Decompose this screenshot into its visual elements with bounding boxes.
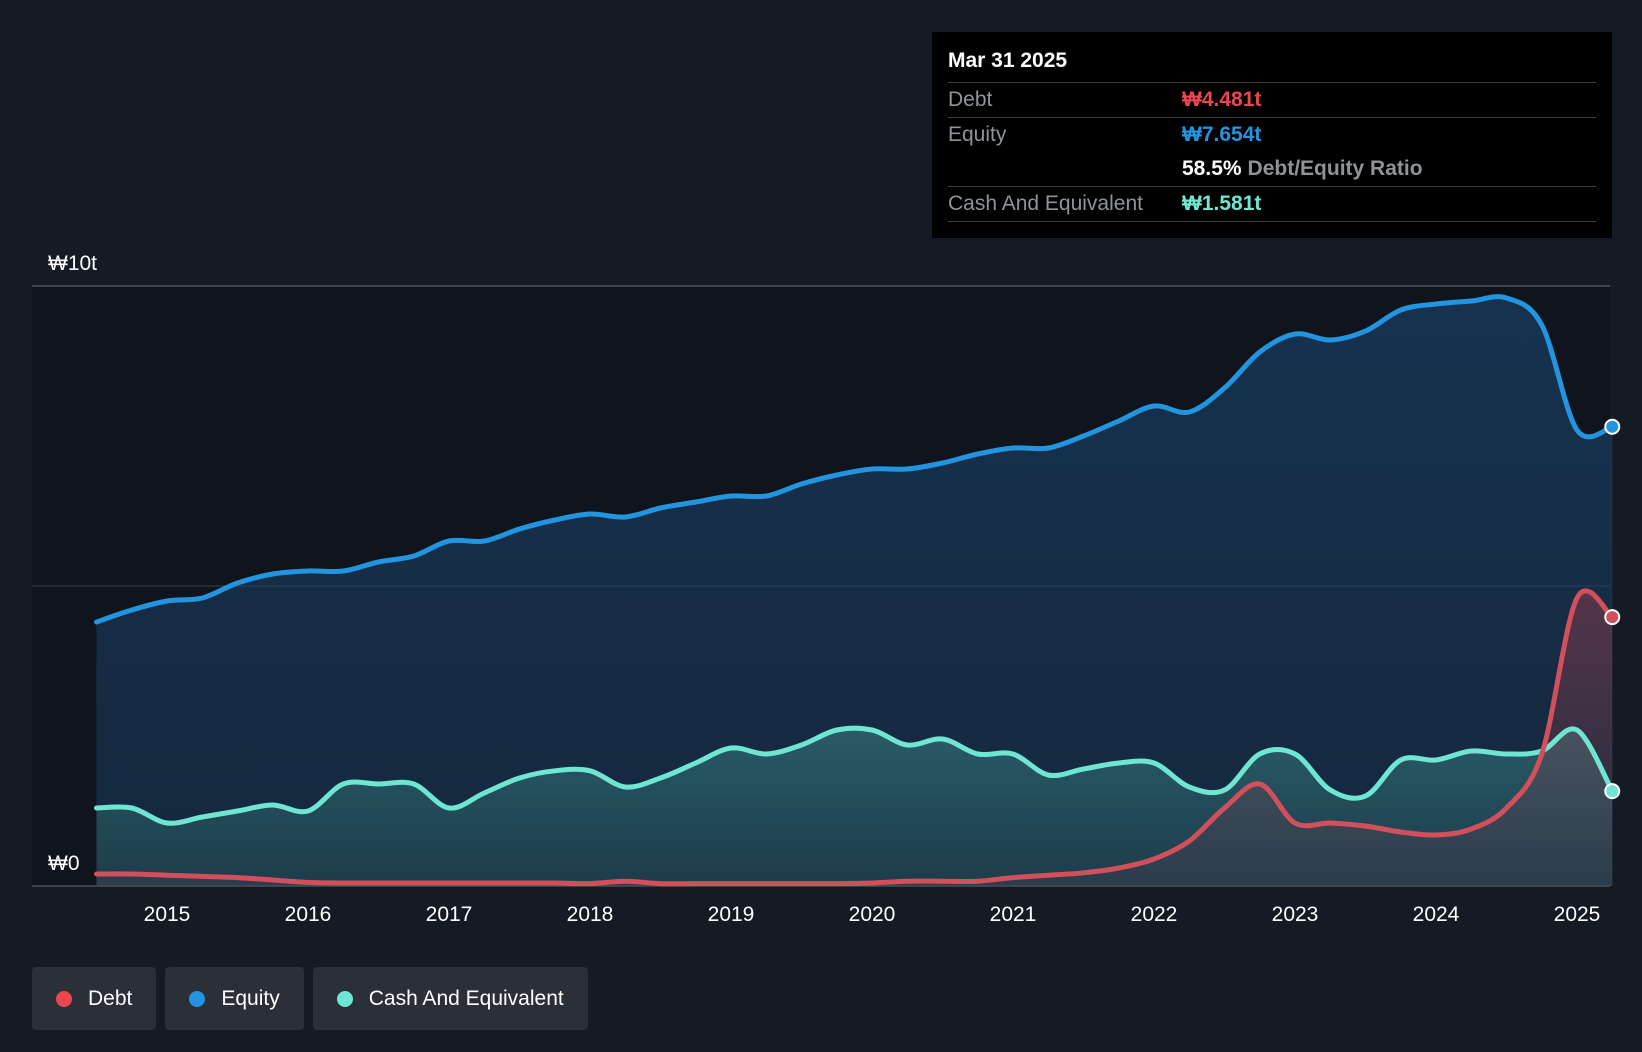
legend-item-equity[interactable]: Equity <box>165 967 304 1030</box>
x-tick-label: 2017 <box>426 903 473 926</box>
area-equity <box>96 296 1613 887</box>
x-tick-label: 2018 <box>567 903 614 926</box>
line-debt <box>94 588 1615 887</box>
line-cash <box>94 725 1615 826</box>
y-tick-label-top: ₩10t <box>48 252 97 275</box>
chart-legend: Debt Equity Cash And Equivalent <box>32 967 588 1030</box>
y-tick-label-bottom: ₩0 <box>48 852 80 875</box>
tooltip-debt-row: Debt ₩4.481t <box>948 83 1596 118</box>
x-tick-label: 2020 <box>849 903 896 926</box>
tooltip-ratio-value: 58.5% <box>1182 157 1242 180</box>
tooltip-ratio-label: Debt/Equity Ratio <box>1247 157 1423 180</box>
tooltip-ratio-row: 58.5% Debt/Equity Ratio <box>948 152 1596 187</box>
tooltip-cash-value: ₩1.581t <box>1182 192 1262 215</box>
x-tick-label: 2019 <box>708 903 755 926</box>
x-tick-label: 2023 <box>1272 903 1319 926</box>
endpoint-cash[interactable] <box>1604 783 1621 800</box>
x-tick-label: 2021 <box>990 903 1037 926</box>
legend-dot-debt <box>56 990 72 1007</box>
tooltip-cash-label: Cash And Equivalent <box>948 192 1143 215</box>
tooltip-date: Mar 31 2025 <box>948 46 1596 83</box>
legend-item-debt[interactable]: Debt <box>32 967 157 1030</box>
line-equity <box>94 294 1615 625</box>
legend-item-cash[interactable]: Cash And Equivalent <box>312 967 588 1030</box>
legend-dot-equity <box>189 990 206 1007</box>
tooltip-cash-row: Cash And Equivalent ₩1.581t <box>948 187 1596 222</box>
tooltip-equity-label: Equity <box>948 123 1007 146</box>
x-tick-label: 2025 <box>1554 903 1601 926</box>
legend-label-cash: Cash And Equivalent <box>368 986 564 1010</box>
tooltip-equity-value: ₩7.654t <box>1182 123 1262 146</box>
tooltip-equity-row: Equity ₩7.654t <box>948 118 1596 152</box>
x-tick-label: 2016 <box>285 903 332 926</box>
x-tick-label: 2015 <box>144 903 191 926</box>
data-tooltip: Mar 31 2025 Debt ₩4.481t Equity ₩7.654t … <box>932 32 1612 238</box>
endpoint-debt[interactable] <box>1604 609 1621 626</box>
tooltip-debt-value: ₩4.481t <box>1182 88 1262 111</box>
endpoint-equity[interactable] <box>1604 418 1621 435</box>
tooltip-debt-label: Debt <box>948 88 993 111</box>
area-debt <box>96 590 1613 886</box>
x-tick-label: 2022 <box>1131 903 1178 926</box>
x-tick-label: 2024 <box>1413 903 1460 926</box>
legend-label-equity: Equity <box>221 986 280 1010</box>
legend-label-debt: Debt <box>88 986 133 1010</box>
legend-dot-cash <box>336 990 353 1007</box>
